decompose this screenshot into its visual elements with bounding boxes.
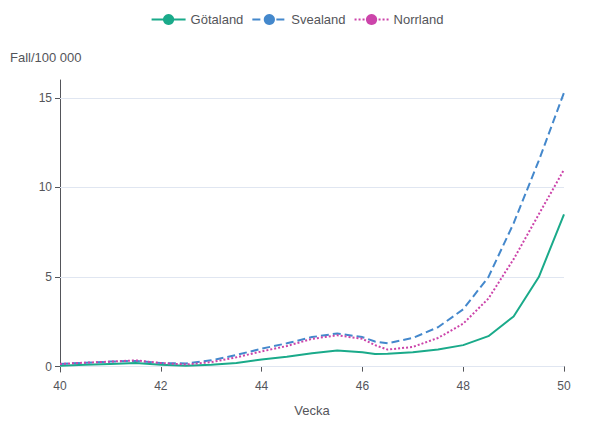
svg-text:40: 40 bbox=[53, 379, 67, 393]
svg-text:Vecka: Vecka bbox=[294, 403, 330, 418]
svg-text:Svealand: Svealand bbox=[291, 12, 345, 27]
svg-text:0: 0 bbox=[45, 360, 52, 374]
svg-text:42: 42 bbox=[154, 379, 168, 393]
svg-text:10: 10 bbox=[39, 180, 53, 194]
svg-text:46: 46 bbox=[356, 379, 370, 393]
svg-text:15: 15 bbox=[39, 91, 53, 105]
svg-text:5: 5 bbox=[45, 270, 52, 284]
svg-text:Norrland: Norrland bbox=[394, 12, 444, 27]
svg-text:50: 50 bbox=[557, 379, 571, 393]
svg-text:44: 44 bbox=[255, 379, 269, 393]
svg-text:Fall/100 000: Fall/100 000 bbox=[10, 50, 82, 65]
svg-text:Götaland: Götaland bbox=[191, 12, 244, 27]
svg-text:48: 48 bbox=[457, 379, 471, 393]
